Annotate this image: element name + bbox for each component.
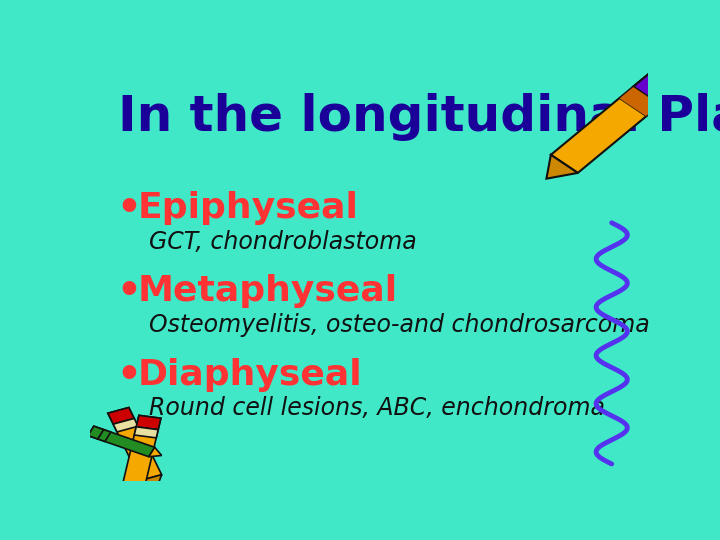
Polygon shape <box>551 71 680 173</box>
Polygon shape <box>634 71 680 105</box>
Text: In the longitudinal Plane: In the longitudinal Plane <box>118 93 720 141</box>
Text: Diaphyseal: Diaphyseal <box>138 357 362 392</box>
Polygon shape <box>122 415 161 489</box>
Text: Osteomyelitis, osteo-and chondrosarcoma: Osteomyelitis, osteo-and chondrosarcoma <box>148 313 649 336</box>
Polygon shape <box>140 475 162 489</box>
Text: Metaphyseal: Metaphyseal <box>138 274 397 308</box>
Text: Epiphyseal: Epiphyseal <box>138 191 359 225</box>
Polygon shape <box>108 408 162 481</box>
Polygon shape <box>136 415 161 430</box>
Text: GCT, chondroblastoma: GCT, chondroblastoma <box>148 230 416 253</box>
Polygon shape <box>113 418 138 432</box>
Polygon shape <box>546 155 578 179</box>
Polygon shape <box>134 427 158 438</box>
Polygon shape <box>149 447 162 457</box>
Text: Round cell lesions, ABC, enchondroma: Round cell lesions, ABC, enchondroma <box>148 396 605 420</box>
Polygon shape <box>108 408 134 424</box>
Text: •: • <box>117 189 142 227</box>
Polygon shape <box>88 426 104 439</box>
Polygon shape <box>619 86 660 117</box>
Text: •: • <box>117 272 142 310</box>
Polygon shape <box>88 426 155 457</box>
Polygon shape <box>122 486 144 498</box>
Text: •: • <box>117 355 142 394</box>
Polygon shape <box>98 430 111 442</box>
